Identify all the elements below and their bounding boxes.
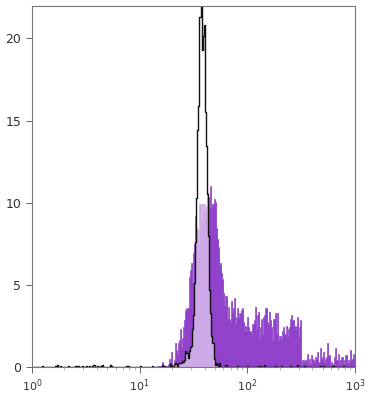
- Polygon shape: [32, 186, 355, 368]
- Polygon shape: [32, 186, 355, 368]
- Polygon shape: [32, 6, 355, 368]
